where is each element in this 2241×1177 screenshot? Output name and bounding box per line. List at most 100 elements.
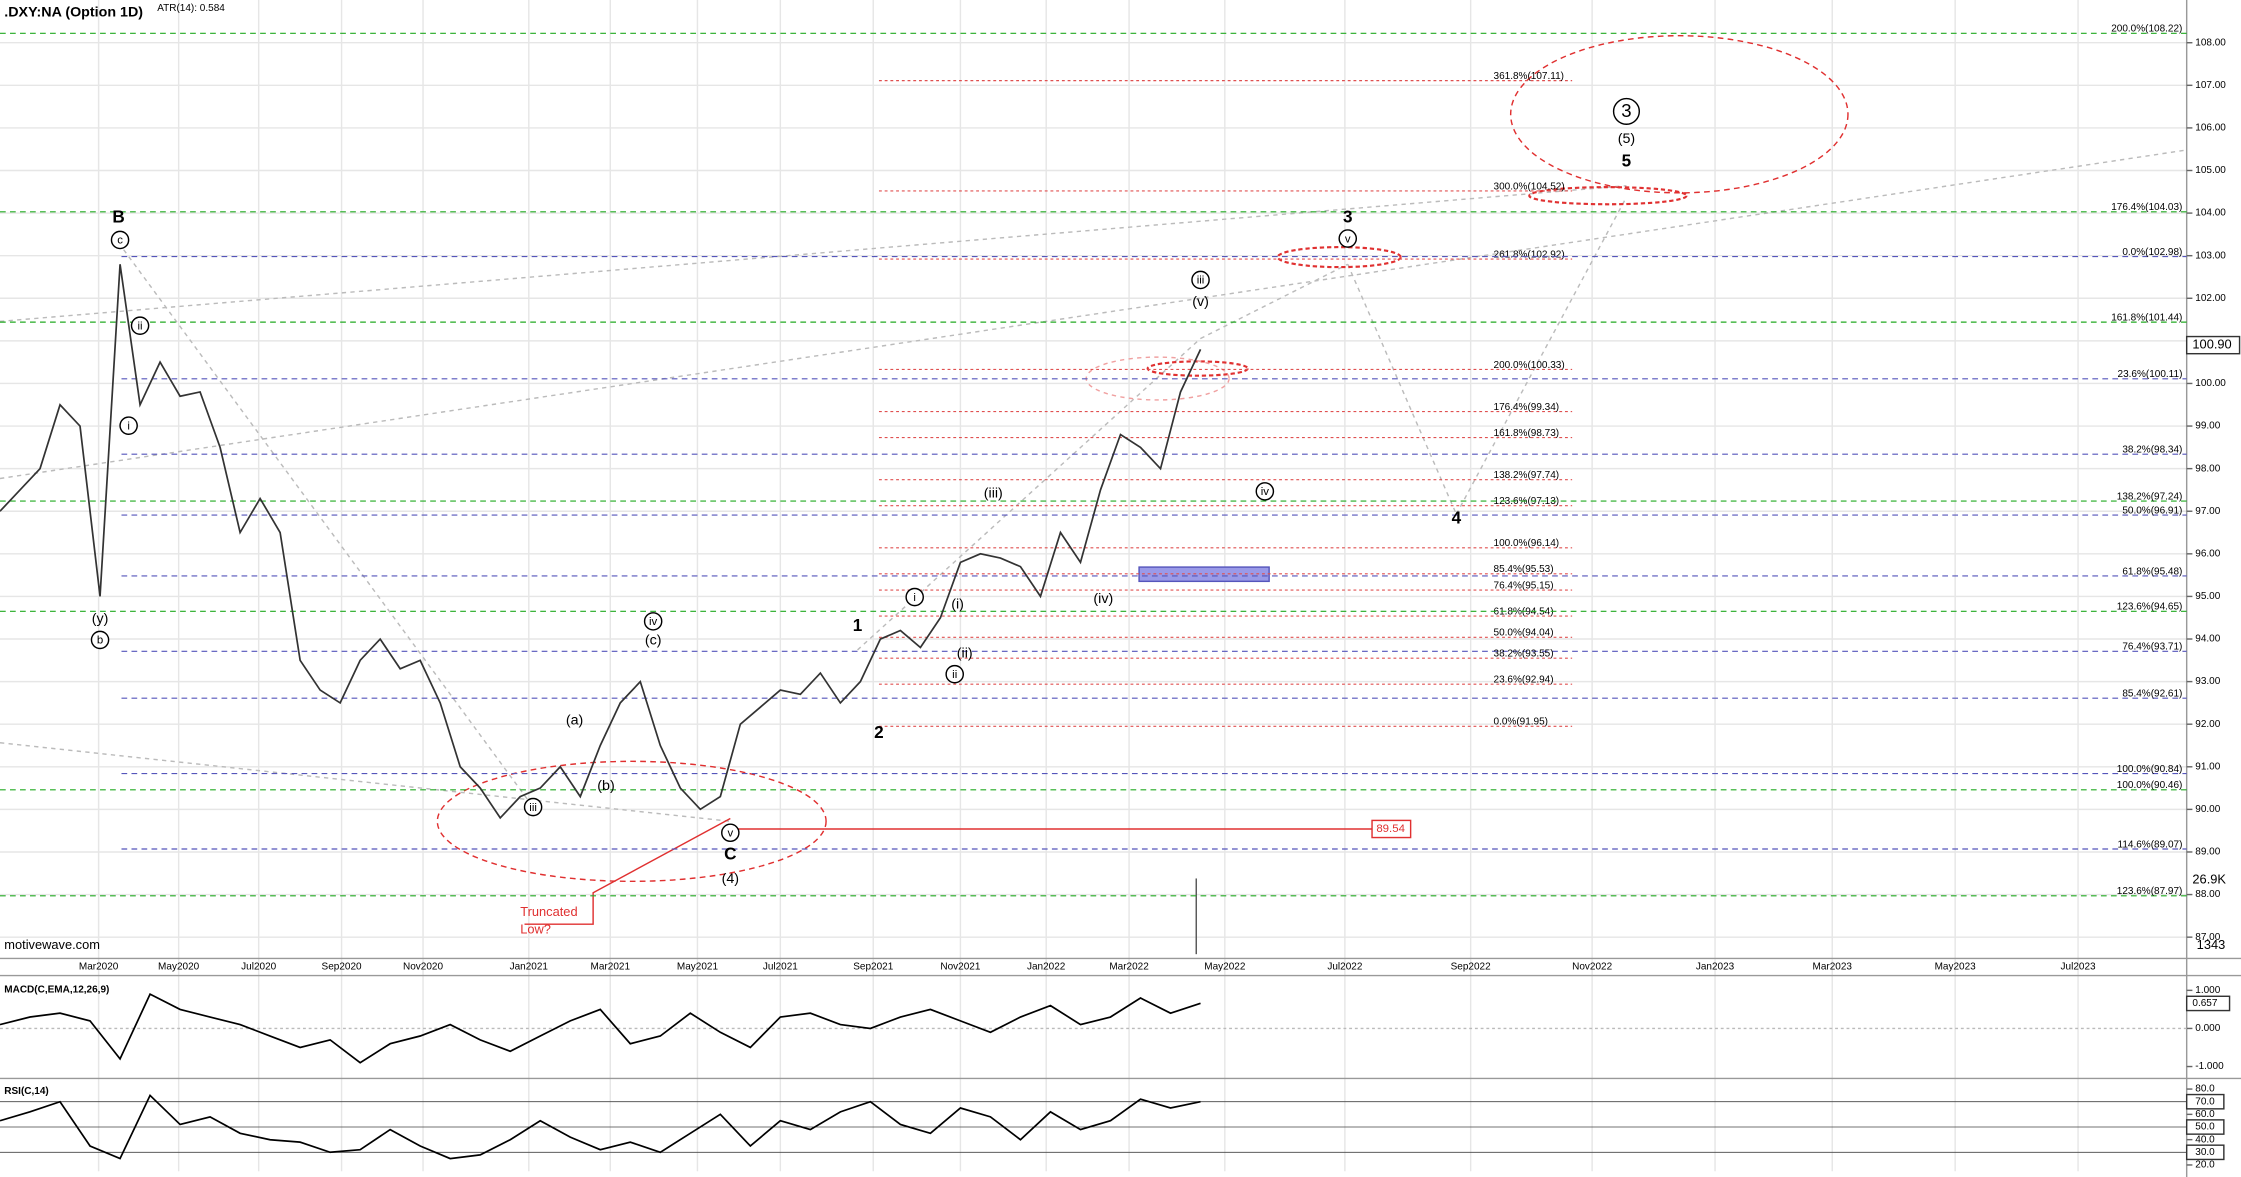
level-label: 200.0%(108.22) [2111, 24, 2182, 35]
x-tick-label: May2021 [677, 962, 719, 973]
wave-label: v [1345, 233, 1351, 245]
wave-label: i [127, 420, 130, 432]
y-tick-label: 100.00 [2195, 378, 2226, 389]
y-tick-label: 87.00 [2195, 932, 2220, 943]
y-tick-label: 94.00 [2195, 634, 2220, 645]
wave-label: (b) [597, 778, 614, 794]
x-tick-label: Sep2022 [1451, 962, 1491, 973]
wave-label: (a) [566, 712, 583, 728]
low-marker-label: 89.54 [1376, 823, 1405, 835]
wave-circle [1338, 229, 1358, 248]
y-tick-label: 98.00 [2195, 463, 2220, 474]
level-label: 61.8%(95.48) [2122, 566, 2182, 577]
level-label: 138.2%(97.74) [1494, 470, 1560, 481]
wave-label: iv [1261, 486, 1270, 498]
level-label: 76.4%(95.15) [1494, 580, 1554, 591]
wave-label: (5) [1618, 131, 1635, 147]
level-label: 176.4%(99.34) [1494, 402, 1560, 413]
level-label: 176.4%(104.03) [2111, 202, 2182, 213]
level-label: 161.8%(101.44) [2111, 312, 2182, 323]
level-label: 76.4%(93.71) [2122, 642, 2182, 653]
level-label: 300.0%(104.52) [1494, 181, 1565, 192]
y-tick-label: 95.00 [2195, 591, 2220, 602]
wave-label: (iii) [984, 485, 1003, 501]
last-price-box [2185, 335, 2241, 355]
wave-label: i [913, 592, 916, 604]
wave-label: 2 [874, 722, 884, 742]
wave-circle [130, 316, 150, 335]
wave-label: 5 [1622, 151, 1632, 171]
x-tick-label: Sep2021 [853, 962, 893, 973]
level-label: 38.2%(98.34) [2122, 445, 2182, 456]
x-tick-label: Jul2023 [2061, 962, 2096, 973]
y-tick-label: 30.0 [2195, 1147, 2215, 1158]
wave-label: iii [529, 802, 537, 814]
wave-circle [721, 823, 740, 843]
macd-last-label: 0.657 [2192, 998, 2217, 1009]
y-tick-label: 50.0 [2195, 1122, 2215, 1133]
x-tick-label: Jan2023 [1696, 962, 1735, 973]
tick-box [2185, 1119, 2225, 1135]
y-tick-label: 106.00 [2195, 123, 2226, 134]
low-marker-box [1371, 819, 1412, 839]
y-tick-label: 40.0 [2195, 1134, 2215, 1145]
y-tick-label: 20.0 [2195, 1160, 2215, 1171]
x-tick-label: Jul2020 [241, 962, 276, 973]
level-label: 23.6%(92.94) [1494, 675, 1554, 686]
x-tick-label: Mar2022 [1109, 962, 1149, 973]
wave-label: iii [1197, 275, 1205, 287]
x-tick-label: Jul2022 [1327, 962, 1362, 973]
wave-label: B [112, 206, 124, 226]
x-tick-label: Mar2023 [1813, 962, 1853, 973]
wave-circle [1255, 482, 1275, 501]
level-label: 100.0%(90.46) [2117, 780, 2183, 791]
y-tick-label: 80.0 [2195, 1084, 2215, 1095]
y-tick-label: 88.00 [2195, 889, 2220, 900]
y-tick-label: 70.0 [2195, 1096, 2215, 1107]
level-label: 261.8%(102.92) [1494, 249, 1565, 260]
annotation-pointer [524, 817, 731, 925]
level-label: 50.0%(96.91) [2122, 505, 2182, 516]
x-tick-label: May2022 [1204, 962, 1246, 973]
wave-label: (v) [1192, 294, 1209, 310]
wave-circle [1612, 97, 1641, 125]
wave-label: iv [649, 616, 658, 628]
x-tick-label: May2023 [1935, 962, 1977, 973]
level-label: 23.6%(100.11) [2118, 369, 2183, 380]
x-tick-label: Nov2022 [1572, 962, 1612, 973]
x-tick-label: Jul2021 [763, 962, 798, 973]
x-tick-label: Nov2020 [403, 962, 443, 973]
wave-circle [119, 416, 138, 435]
indicator-label: ATR(14): 0.584 [157, 3, 225, 14]
annotation: Low? [520, 921, 551, 936]
level-label: 38.2%(93.55) [1494, 649, 1554, 660]
y-tick-label: 99.00 [2195, 421, 2220, 432]
level-label: 361.8%(107.11) [1494, 71, 1564, 82]
volume-label: 26.9K [2192, 871, 2226, 886]
y-tick-label: 104.00 [2195, 208, 2226, 219]
wave-label: b [97, 635, 103, 647]
level-label: 123.6%(94.65) [2117, 602, 2183, 613]
y-tick-label: 105.00 [2195, 165, 2226, 176]
wave-label: (i) [951, 597, 964, 613]
level-label: 85.4%(92.61) [2122, 689, 2182, 700]
y-tick-label: 89.00 [2195, 847, 2220, 858]
wave-label: 4 [1452, 508, 1462, 528]
annotation: Truncated [520, 904, 577, 919]
y-tick-label: 1.000 [2195, 985, 2220, 996]
y-tick-label: 108.00 [2195, 37, 2226, 48]
wave-label: 3 [1621, 100, 1631, 121]
wave-label: 1 [853, 615, 863, 635]
y-tick-label: 93.00 [2195, 676, 2220, 687]
level-label: 114.6%(89.07) [2118, 839, 2183, 850]
macd-line [0, 992, 1201, 1064]
macd-last-box [2185, 995, 2231, 1012]
rsi-line [0, 1093, 1201, 1160]
x-tick-label: Mar2021 [591, 962, 631, 973]
x-tick-label: Nov2021 [940, 962, 980, 973]
wave-circle [643, 612, 663, 631]
y-tick-label: -1.000 [2195, 1061, 2224, 1072]
level-label: 123.6%(87.97) [2117, 886, 2183, 897]
